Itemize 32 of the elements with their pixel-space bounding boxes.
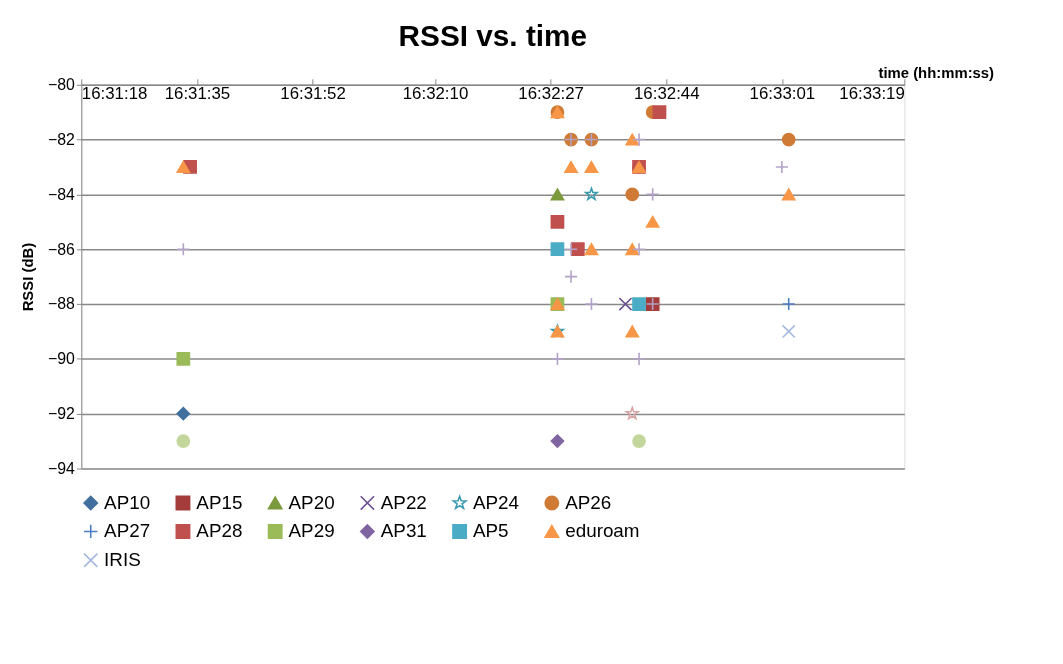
legend-label: AP29 <box>288 520 335 542</box>
y-tick-label: −84 <box>47 185 76 203</box>
x-tick-label: 16:31:52 <box>280 84 346 104</box>
y-axis-title: RSSI (dB) <box>20 242 37 312</box>
y-tick-label: −94 <box>47 459 76 477</box>
legend-label: AP24 <box>473 491 520 513</box>
legend-label: AP28 <box>196 520 243 542</box>
x-tick-label: 16:32:10 <box>402 84 469 104</box>
y-tick-label: −86 <box>47 240 76 258</box>
x-axis-title: time (hh:mm:ss) <box>878 65 995 82</box>
y-tick-label: −90 <box>47 350 76 368</box>
legend-label: AP22 <box>380 491 427 513</box>
legend-label: AP5 <box>473 520 509 542</box>
y-tick-label: −80 <box>47 76 76 94</box>
legend-label: AP20 <box>288 491 335 513</box>
y-tick-label: −88 <box>47 295 76 313</box>
x-tick-label: 16:32:27 <box>518 84 584 104</box>
legend-label: eduroam <box>565 520 640 542</box>
legend-label: AP26 <box>565 491 612 513</box>
x-tick-label: 16:33:01 <box>749 84 816 104</box>
x-tick-label: 16:33:19 <box>839 84 905 104</box>
chart-title: RSSI vs. time <box>398 19 588 53</box>
legend-label: AP31 <box>380 520 427 542</box>
legend-label: AP10 <box>104 491 151 513</box>
x-tick-label: 16:32:44 <box>633 84 700 104</box>
x-tick-label: 16:31:35 <box>164 84 231 104</box>
legend-label: AP27 <box>104 520 151 542</box>
y-tick-label: −92 <box>47 405 76 423</box>
legend-label: IRIS <box>104 549 141 571</box>
legend-label: AP15 <box>196 491 243 513</box>
x-tick-label: 16:31:18 <box>81 84 148 104</box>
y-tick-label: −82 <box>47 131 76 149</box>
